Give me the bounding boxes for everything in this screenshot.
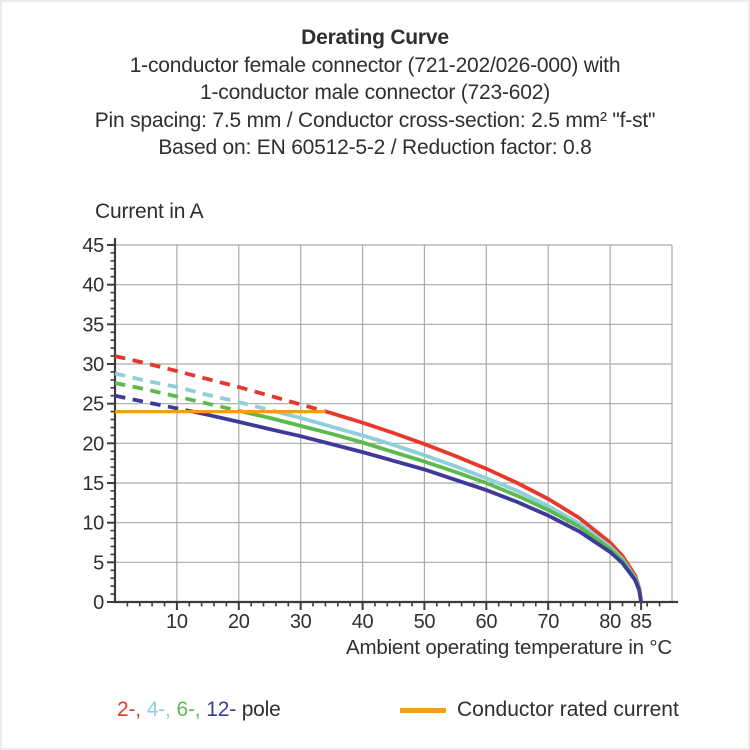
legend-pole-suffix: pole bbox=[236, 698, 281, 721]
legend-row: 2-, 4-, 6-, 12- pole Conductor rated cur… bbox=[0, 698, 750, 728]
y-tick-label-40: 40 bbox=[82, 275, 104, 297]
y-tick-label-20: 20 bbox=[82, 433, 104, 455]
x-tick-label-60: 60 bbox=[476, 611, 498, 633]
legend-pole-4: 4-, bbox=[146, 698, 171, 721]
y-tick-label-15: 15 bbox=[82, 473, 104, 495]
chart-title-block: Derating Curve 1-conductor female connec… bbox=[0, 24, 750, 162]
x-tick-label-70: 70 bbox=[537, 611, 559, 633]
x-tick-label-80: 80 bbox=[599, 611, 621, 633]
curve-4-pole-solid bbox=[275, 409, 643, 603]
x-tick-label-30: 30 bbox=[290, 611, 312, 633]
x-tick-label-40: 40 bbox=[352, 611, 374, 633]
legend-pole-12: 12- bbox=[206, 698, 237, 721]
y-tick-label-45: 45 bbox=[82, 235, 104, 257]
x-tick-label-85: 85 bbox=[630, 611, 652, 633]
x-tick-label-20: 20 bbox=[228, 611, 250, 633]
x-tick-label-50: 50 bbox=[414, 611, 436, 633]
legend-pole-counts: 2-, 4-, 6-, 12- pole bbox=[117, 698, 281, 722]
curve-6-pole-solid bbox=[242, 409, 643, 603]
curve-4-pole-dashed bbox=[114, 371, 277, 414]
title-subline-connector-male: 1-conductor male connector (723-602) bbox=[200, 81, 550, 104]
y-tick-label-10: 10 bbox=[82, 513, 104, 535]
rated-current-line-swatch bbox=[400, 707, 446, 713]
y-axis-title: Current in A bbox=[95, 200, 204, 223]
title-subline-standard: Based on: EN 60512-5-2 / Reduction facto… bbox=[158, 136, 592, 159]
curve-2-pole-dashed bbox=[114, 354, 326, 414]
legend-pole-6: 6-, bbox=[176, 698, 201, 721]
x-axis-title: Ambient operating temperature in °C bbox=[346, 636, 672, 659]
title-subline-pin-spacing: Pin spacing: 7.5 mm / Conductor cross-se… bbox=[94, 108, 656, 132]
y-tick-label-30: 30 bbox=[82, 354, 104, 376]
y-tick-label-35: 35 bbox=[82, 314, 104, 336]
title-subline-connector-female: 1-conductor female connector (721-202/02… bbox=[129, 53, 621, 77]
chart-title: Derating Curve bbox=[301, 26, 449, 49]
y-tick-label-5: 5 bbox=[93, 552, 104, 574]
legend-pole-2: 2-, bbox=[117, 698, 141, 721]
x-tick-label-10: 10 bbox=[166, 611, 188, 633]
curve-12-pole-solid bbox=[192, 409, 643, 603]
legend-rated-current: Conductor rated current bbox=[400, 698, 679, 722]
legend-rated-current-label: Conductor rated current bbox=[457, 698, 679, 721]
y-tick-label-0: 0 bbox=[93, 592, 104, 614]
plot-svg: 10 20 30 40 50 60 70 80 85 0 5 10 15 20 25 30 35 40 45 bbox=[82, 235, 678, 633]
y-tick-label-25: 25 bbox=[82, 394, 104, 416]
